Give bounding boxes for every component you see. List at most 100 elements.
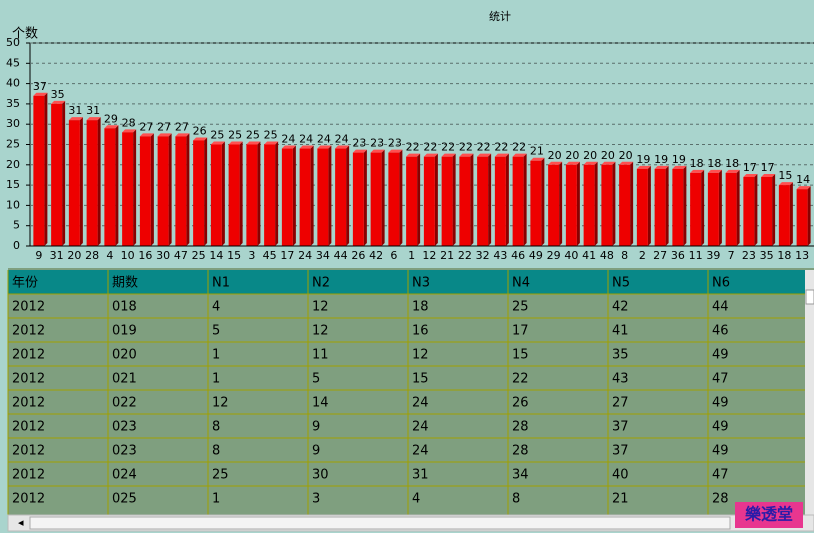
column-header: N3 xyxy=(412,276,430,291)
table-cell: 26 xyxy=(512,396,529,411)
bar-top xyxy=(193,137,208,141)
y-tick-label: 50 xyxy=(6,36,20,49)
bar xyxy=(317,148,329,246)
table-cell: 31 xyxy=(412,468,429,483)
data-label: 22 xyxy=(477,141,491,154)
table-area xyxy=(8,268,814,515)
x-tick-label: 6 xyxy=(390,249,397,262)
bar xyxy=(68,120,80,246)
data-label: 18 xyxy=(690,157,704,170)
bar-top xyxy=(335,145,350,149)
bar xyxy=(370,152,382,246)
bar xyxy=(743,176,755,246)
table-cell: 9 xyxy=(312,444,320,459)
scroll-thumb[interactable] xyxy=(805,289,814,305)
data-label: 23 xyxy=(388,137,402,150)
bar-side xyxy=(576,161,580,246)
x-tick-label: 18 xyxy=(777,249,791,262)
bar xyxy=(281,148,293,246)
data-label: 31 xyxy=(68,104,82,117)
bar-side xyxy=(257,141,261,246)
x-tick-label: 15 xyxy=(227,249,241,262)
bar xyxy=(654,168,666,246)
data-label: 15 xyxy=(778,169,792,182)
table-cell: 25 xyxy=(512,300,529,315)
column-header: N2 xyxy=(312,276,330,291)
bar xyxy=(228,144,240,246)
x-tick-label: 1 xyxy=(408,249,415,262)
x-tick-label: 32 xyxy=(476,249,490,262)
table-cell: 8 xyxy=(512,492,520,507)
x-tick-label: 26 xyxy=(351,249,365,262)
bar-side xyxy=(168,133,172,246)
bar-side xyxy=(470,153,474,246)
data-label: 20 xyxy=(565,149,579,162)
x-tick-label: 22 xyxy=(458,249,472,262)
bar xyxy=(264,144,276,246)
x-tick-label: 25 xyxy=(192,249,206,262)
data-label: 21 xyxy=(530,145,544,158)
table-cell: 023 xyxy=(112,420,137,435)
x-tick-label: 47 xyxy=(174,249,188,262)
data-label: 20 xyxy=(548,149,562,162)
x-tick-label: 49 xyxy=(529,249,543,262)
y-axis-label: 个数 xyxy=(12,27,38,42)
data-label: 25 xyxy=(228,129,242,142)
bar xyxy=(761,176,773,246)
table-cell: 018 xyxy=(112,300,137,315)
chart: 0510152025303540455093731352031283142910… xyxy=(6,36,814,262)
x-tick-label: 41 xyxy=(582,249,596,262)
data-label: 22 xyxy=(512,141,526,154)
table-cell: 12 xyxy=(312,324,329,339)
h-scroll-thumb[interactable] xyxy=(29,516,731,530)
bar xyxy=(778,185,790,246)
bar xyxy=(104,128,116,246)
bar-side xyxy=(381,149,385,246)
bar xyxy=(707,172,719,246)
bar-top xyxy=(281,145,296,149)
bar-top xyxy=(601,161,616,165)
header-row xyxy=(8,270,805,294)
data-label: 29 xyxy=(104,112,118,125)
bar-top xyxy=(707,169,722,173)
x-tick-label: 20 xyxy=(67,249,81,262)
table-cell: 37 xyxy=(612,420,629,435)
table-cell: 2012 xyxy=(12,444,45,459)
x-tick-label: 45 xyxy=(263,249,277,262)
bar-top xyxy=(441,153,456,157)
table-cell: 023 xyxy=(112,444,137,459)
bar-side xyxy=(541,157,545,246)
bar-side xyxy=(647,165,651,246)
data-label: 22 xyxy=(459,141,473,154)
bar-side xyxy=(488,153,492,246)
watermark: 樂透堂 xyxy=(744,505,793,524)
data-label: 31 xyxy=(86,104,100,117)
x-tick-label: 17 xyxy=(280,249,294,262)
data-label: 25 xyxy=(264,129,278,142)
x-tick-label: 28 xyxy=(85,249,99,262)
x-tick-label: 27 xyxy=(653,249,667,262)
bar xyxy=(636,168,648,246)
scroll-left[interactable]: ◂ xyxy=(18,516,24,529)
table-cell: 12 xyxy=(212,396,229,411)
bar-side xyxy=(754,173,758,246)
table-cell: 49 xyxy=(712,348,729,363)
bar-side xyxy=(97,117,101,246)
data-label: 23 xyxy=(370,137,384,150)
table-cell: 8 xyxy=(212,444,220,459)
data-label: 17 xyxy=(743,161,757,174)
bar-side xyxy=(772,173,776,246)
bar-side xyxy=(505,153,509,246)
bar xyxy=(477,156,489,246)
x-tick-label: 13 xyxy=(795,249,809,262)
bar-side xyxy=(310,145,314,246)
vertical-scrollbar[interactable] xyxy=(805,270,814,515)
table-cell: 2012 xyxy=(12,420,45,435)
bar-top xyxy=(122,129,137,133)
bar-side xyxy=(186,133,190,246)
x-tick-label: 11 xyxy=(689,249,703,262)
table-cell: 12 xyxy=(312,300,329,315)
data-label: 24 xyxy=(335,133,349,146)
table-cell: 49 xyxy=(712,444,729,459)
